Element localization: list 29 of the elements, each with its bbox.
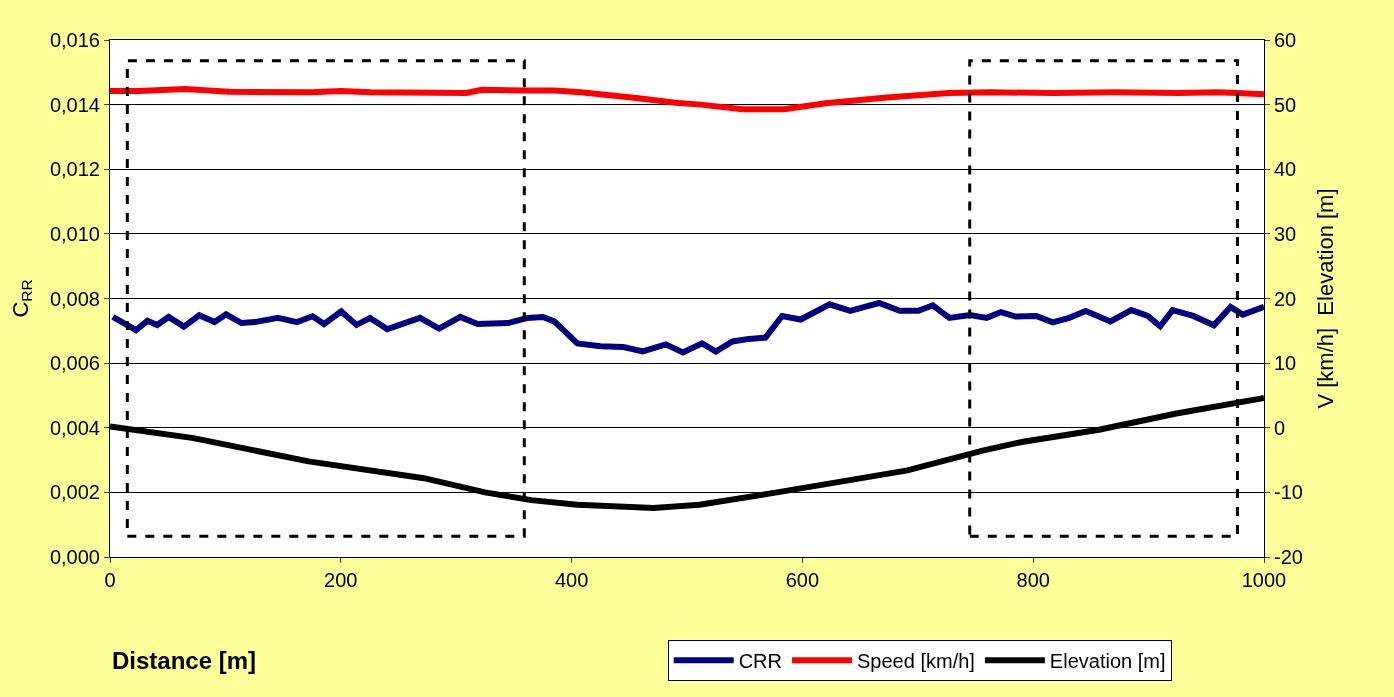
y-tick-label: 0,014 (49, 93, 100, 116)
x-tick-label: 800 (1016, 569, 1050, 591)
y2-tick-label: 0 (1274, 416, 1286, 439)
x-tick-label: 0 (104, 569, 116, 591)
y-tick-label: 0,000 (49, 546, 100, 568)
legend-label: CRR (738, 650, 783, 673)
y-tick-label: 0,004 (49, 416, 100, 439)
y2-tick-label: 10 (1274, 352, 1297, 375)
x-tick-label: 600 (785, 569, 820, 591)
y-tick-label: 0,006 (49, 352, 100, 375)
y2-tick-label: 20 (1274, 287, 1297, 310)
x-tick-label: 400 (554, 569, 589, 591)
legend-label: Elevation [m] (1049, 650, 1166, 673)
y2-tick-label: 40 (1274, 158, 1297, 181)
y-tick-label: 0,012 (49, 158, 100, 181)
y-tick-label: 0,016 (49, 29, 100, 51)
y-tick-label: 0,010 (49, 222, 100, 245)
y2-tick-label: -20 (1274, 546, 1303, 568)
x-tick-label: 1000 (1241, 569, 1287, 591)
x-tick-label: 200 (324, 569, 358, 591)
y2-tick-label: 30 (1274, 222, 1297, 245)
y-tick-label: 0,008 (49, 287, 100, 310)
y2-axis-title: V [km/h] Elevation [m] (1312, 188, 1338, 409)
y2-tick-label: 60 (1274, 29, 1297, 51)
x-axis-title: Distance [m] (112, 647, 257, 674)
y-tick-label: 0,002 (49, 481, 100, 504)
legend-label: Speed [km/h] (857, 650, 975, 673)
y2-tick-label: 50 (1274, 93, 1297, 116)
y2-tick-label: -10 (1274, 481, 1303, 504)
